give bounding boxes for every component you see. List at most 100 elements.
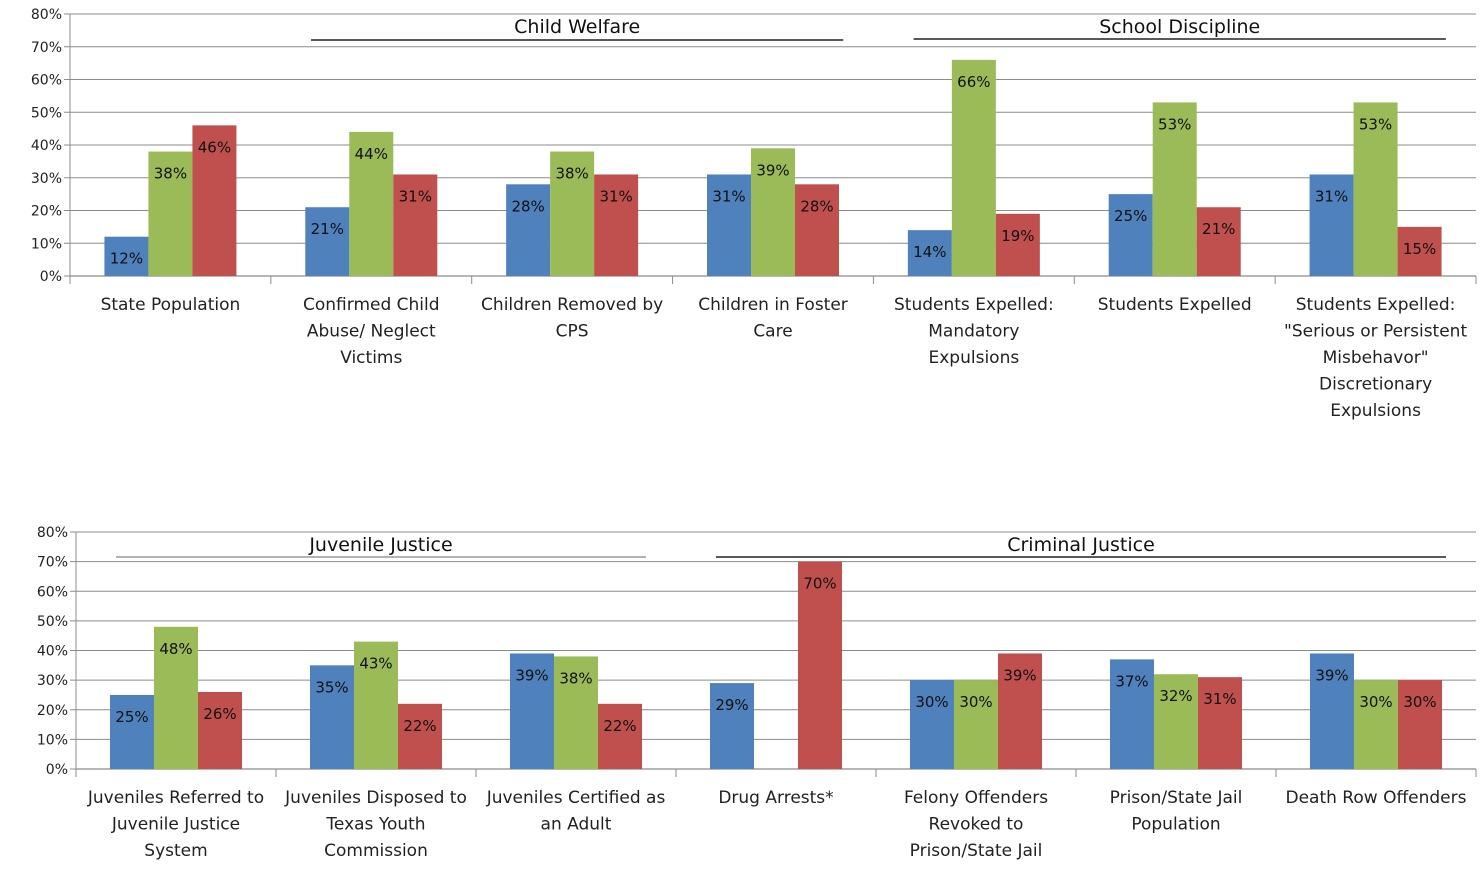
y-tick-label: 0% [40,269,62,285]
bar [305,207,350,276]
data-label: 53% [1359,115,1392,133]
bar [1152,102,1197,276]
data-label: 39% [515,666,548,684]
data-label: 30% [1403,693,1436,711]
data-label: 70% [803,575,836,593]
data-label: 28% [511,197,544,215]
data-label: 25% [115,708,148,726]
category-label: Misbehavor" [1323,348,1429,368]
bar [951,59,996,276]
category-label: Drug Arrests* [718,788,833,808]
bar [148,151,193,276]
data-label: 21% [311,220,344,238]
data-label: 43% [359,655,392,673]
category-label: State Population [101,295,241,315]
bar [1154,674,1198,769]
data-label: 38% [154,165,187,183]
y-tick-label: 70% [31,40,62,56]
bar [795,184,839,276]
category-label: Expulsions [1330,401,1421,421]
category-label: Mandatory [928,322,1019,342]
category-label: Juveniles Referred to [87,788,264,808]
data-label: 21% [1202,220,1235,238]
group-label: Child Welfare [514,16,640,38]
data-label: 30% [959,693,992,711]
y-tick-label: 70% [37,555,68,571]
data-label: 39% [756,161,789,179]
bar [510,653,554,769]
data-label: 31% [599,187,632,205]
data-label: 39% [1003,666,1036,684]
data-label: 30% [1359,693,1392,711]
bar [154,626,198,769]
y-tick-label: 20% [37,703,68,719]
category-label: Students Expelled: [1296,295,1456,315]
group-label: Criminal Justice [1007,534,1155,556]
category-label: Commission [324,841,428,861]
data-label: 46% [198,138,231,156]
category-label: Felony Offenders [904,788,1048,808]
category-label: Revoked to [929,815,1024,835]
data-label: 31% [712,187,745,205]
bar [198,691,242,769]
data-label: 39% [1315,666,1348,684]
data-label: 30% [915,693,948,711]
data-label: 29% [715,696,748,714]
category-label: Juveniles Disposed to [284,788,467,808]
data-label: 38% [555,165,588,183]
category-label: CPS [556,322,589,342]
y-tick-label: 30% [31,171,62,187]
category-label: Care [753,322,792,342]
bar [398,703,442,769]
chart-bottom-panel: 0% 10% 20% 30% 40% 50% 60% 70% 80% 25% 35% 39% 29% 30… [37,525,1477,861]
category-label: Juveniles Certified as [486,788,666,808]
data-label: 66% [957,73,990,91]
category-label: Confirmed Child [303,295,440,315]
bar [1353,102,1398,276]
bar [506,184,551,276]
bar [954,680,998,769]
bar [907,230,952,276]
bar [998,653,1042,769]
data-label: 19% [1001,227,1034,245]
bar [594,174,639,276]
category-label: Expulsions [929,348,1020,368]
category-label: Students Expelled [1098,295,1252,315]
data-label: 25% [1114,207,1147,225]
bar [1398,680,1442,769]
category-label: an Adult [541,815,612,835]
category-label: System [144,841,207,861]
bar [104,236,149,276]
data-label: 53% [1158,115,1191,133]
bar [310,665,354,769]
bar [354,641,398,769]
bar [995,213,1040,276]
data-label: 22% [403,717,436,735]
bar [1354,680,1398,769]
bar [751,148,795,276]
data-label: 12% [110,250,143,268]
bar [192,125,237,276]
y-tick-label: 50% [31,105,62,121]
bar [1110,659,1154,769]
data-label: 32% [1159,687,1192,705]
bar [554,656,598,769]
bar [110,694,154,769]
y-tick-label: 80% [31,7,62,23]
data-label: 15% [1403,240,1436,258]
y-tick-label: 10% [31,236,62,252]
category-label: "Serious or Persistent [1284,322,1467,342]
bar [1108,194,1153,276]
category-label: Texas Youth [325,815,425,835]
category-label: Discretionary [1319,375,1432,395]
bar [798,561,842,769]
data-label: 31% [399,187,432,205]
y-tick-label: 60% [37,584,68,600]
data-label: 14% [913,243,946,261]
bar [349,131,394,276]
chart-top-panel: 0% 10% 20% 30% 40% 50% 60% 70% 80% 12% 21% 28% 31% 14… [31,7,1477,421]
y-tick-label: 20% [31,204,62,220]
bar [1310,653,1354,769]
data-label: 48% [159,640,192,658]
bar [710,683,754,769]
